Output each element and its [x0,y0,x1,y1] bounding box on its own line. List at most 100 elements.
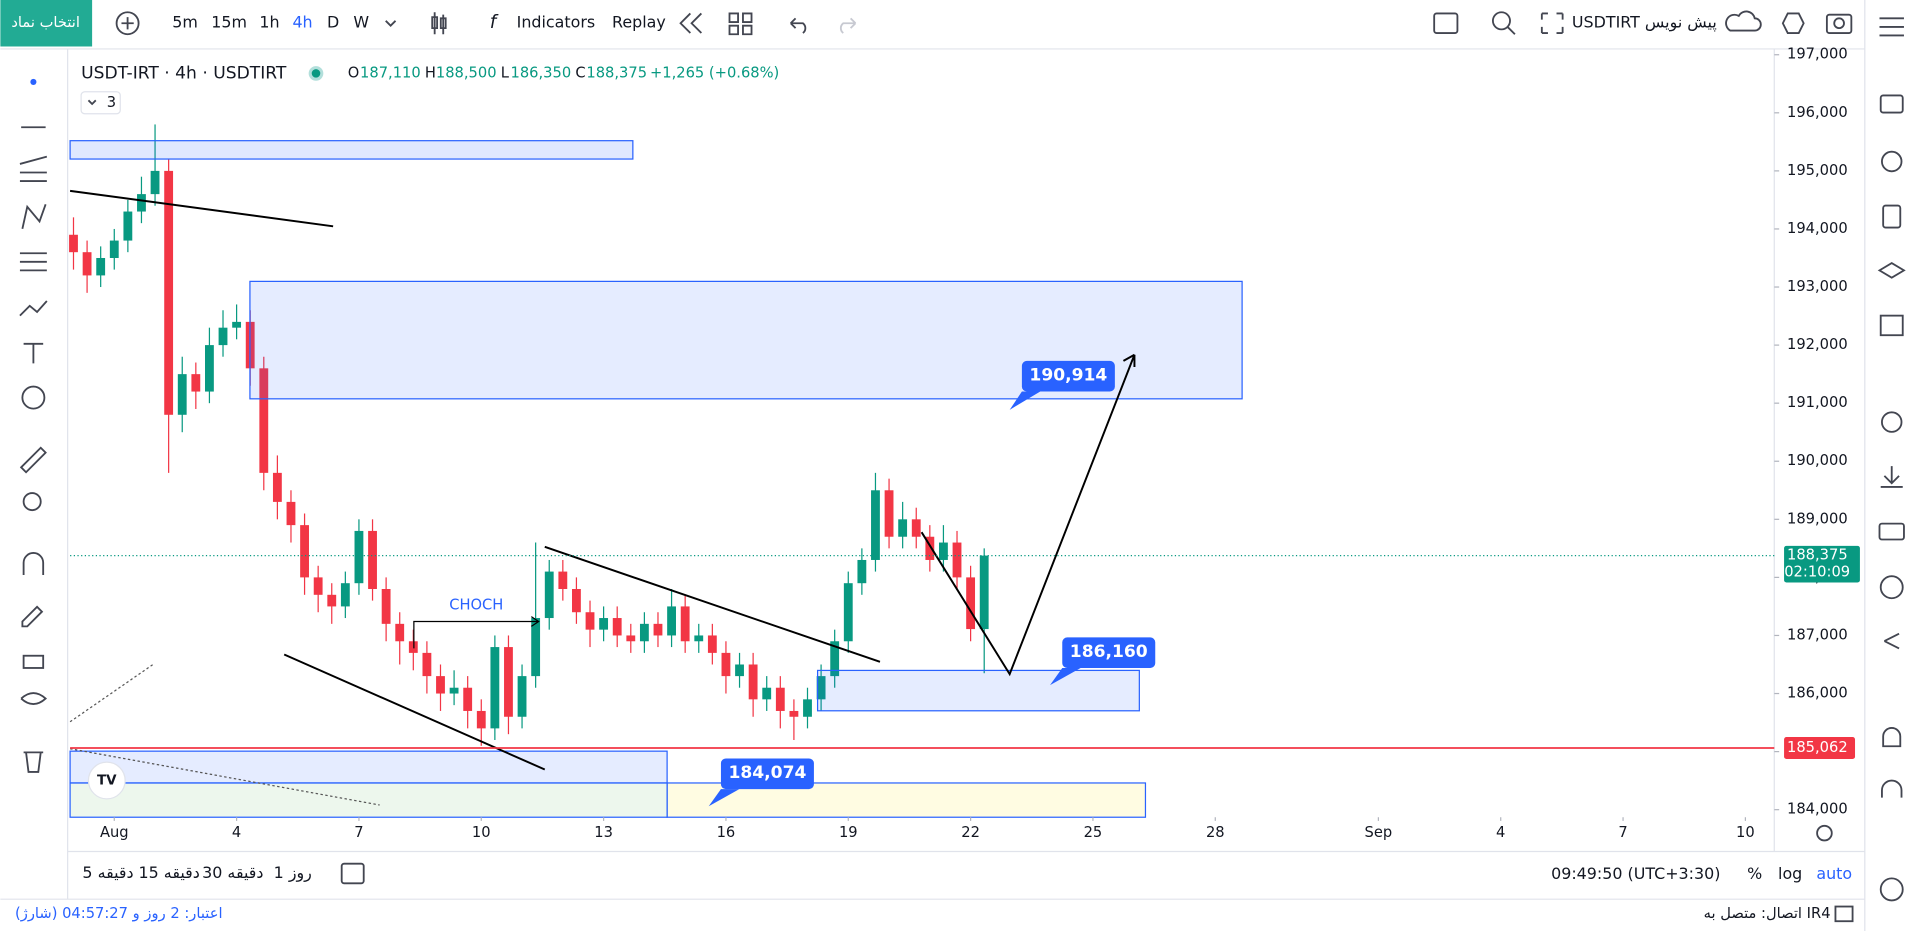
collapse-count[interactable]: 3 [107,94,116,111]
candle-body [381,589,391,624]
x-tick-label: 13 [594,824,613,841]
lock-drawing-tool[interactable] [21,605,44,628]
watchlist-icon[interactable] [1879,94,1904,114]
logo[interactable] [87,761,126,800]
layout-icon[interactable] [728,12,753,36]
ruler-tool[interactable] [19,446,47,474]
symbol-button-label[interactable]: انتخاب نماد [11,14,80,31]
interval[interactable]: W [353,13,369,32]
x-tick-label: 16 [717,824,736,841]
candle-body [843,583,853,642]
dropdown-icon[interactable] [385,20,397,27]
cursor-tool[interactable] [30,78,37,86]
range-button[interactable]: 30 دقیقه [202,863,263,882]
chart-type-icon[interactable] [431,12,447,35]
candle-body [572,589,581,613]
y-tick-label: 191,000 [1787,394,1848,411]
menu-icon[interactable] [1879,17,1904,37]
interval-active[interactable]: 4h [292,13,312,32]
clock[interactable]: 09:49:50 (UTC+3:30) [1551,864,1720,883]
callout-label: 184,074 [728,763,806,783]
date-range-icon[interactable] [340,862,365,885]
y-tick-label: 192,000 [1787,336,1848,353]
candle-body [694,635,704,642]
add-icon[interactable] [115,11,140,36]
y-tick-label: 186,000 [1787,685,1848,702]
settings-icon[interactable] [1781,12,1805,34]
zoom-tool[interactable] [22,492,42,512]
replay-icon [679,12,703,34]
help-icon[interactable] [1879,877,1904,902]
search-icon [1506,26,1516,35]
range-button[interactable]: 15 دقیقه [139,863,200,882]
credit-status: اعتبار: 2 روز و 04:57:27 (شارژ) [15,905,223,922]
visibility-tool[interactable] [20,692,47,705]
axes: 184,000185,000186,000187,000188,000189,0… [70,46,1860,841]
download-icon[interactable] [1880,466,1903,488]
magnet-tool[interactable] [22,552,45,575]
candle-body [626,635,636,642]
x-tick-label: 4 [232,824,241,841]
pattern-tool[interactable] [21,203,47,229]
interval[interactable]: 5m [172,13,198,32]
emoji-tool[interactable] [21,385,46,410]
settings-side-icon[interactable] [1881,411,1903,433]
callout-pointer [1050,667,1081,686]
notification-icon[interactable] [1882,727,1902,748]
range-button[interactable]: 5 دقیقه [82,863,133,882]
scale-option[interactable]: % [1747,864,1762,883]
layout-name[interactable]: USDTIRT پیش نویس [1572,13,1717,33]
camera-icon[interactable] [1825,13,1853,34]
candle-body [368,530,377,590]
interval[interactable]: 1h [259,13,279,32]
expand-icon[interactable] [1540,12,1564,34]
collapse-button[interactable] [80,91,121,115]
range-button[interactable]: 1 روز [274,863,312,883]
y-tick-label: 190,000 [1787,452,1848,469]
support-icon[interactable] [1881,779,1903,798]
arrow-head [1122,353,1136,368]
interval[interactable]: D [327,13,339,32]
prediction-tool[interactable] [19,252,47,272]
candle-body [300,525,309,578]
choch-arrow [413,616,540,649]
candle-body [830,641,840,677]
text-tool[interactable] [23,342,44,364]
brush-tool[interactable] [19,300,48,317]
layers-icon[interactable] [1877,261,1906,279]
search-icon[interactable] [1491,11,1511,31]
profile-icon[interactable] [1879,575,1904,600]
interval[interactable]: 15m [211,13,247,32]
axis-settings-icon[interactable] [1816,824,1833,842]
candle-body [721,652,731,677]
redo-icon[interactable] [839,17,857,34]
delete-tool[interactable] [23,751,44,773]
candle-body [517,676,527,717]
account-icon[interactable] [1878,522,1905,541]
candle-body [272,472,282,502]
scale-option[interactable]: log [1778,864,1802,883]
symbol-button[interactable] [0,0,93,47]
notes-icon[interactable] [1882,204,1902,229]
lock-tool[interactable] [22,654,45,669]
x-tick-label: 22 [961,824,980,841]
x-tick-label: 10 [1736,824,1755,841]
fullscreen-icon[interactable] [1433,12,1459,34]
undo-icon[interactable] [790,17,807,34]
news-icon[interactable] [1879,314,1904,337]
share-icon[interactable] [1883,632,1900,650]
candle-body [558,571,568,590]
alerts-icon[interactable] [1881,150,1903,173]
fib-tool[interactable] [19,155,48,182]
scale-option[interactable]: auto [1816,864,1852,883]
candles [69,124,989,746]
indicators-button[interactable]: Indicators [517,13,596,32]
candle-body [966,577,976,630]
candle-body [653,623,663,636]
replay-button[interactable]: Replay [612,13,666,32]
last-price-tag [1784,545,1860,583]
callout-label: 186,160 [1070,642,1148,662]
cloud-icon[interactable] [1725,10,1762,32]
y-tick-label: 194,000 [1787,220,1848,237]
candle-body [775,687,785,711]
